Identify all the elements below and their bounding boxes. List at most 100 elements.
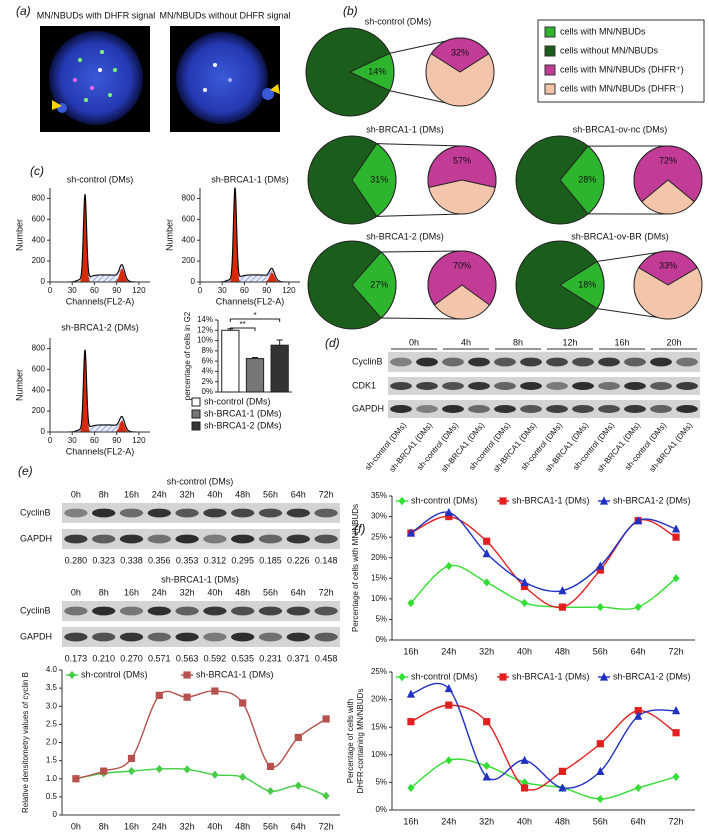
pie-title: sh-BRCA1-ov-BR (DMs) xyxy=(571,231,669,241)
y-tick-label: 800 xyxy=(182,194,196,203)
series-line xyxy=(410,682,677,789)
data-point xyxy=(596,740,604,748)
blot-band xyxy=(624,405,646,413)
blot-band xyxy=(258,606,283,616)
y-tick-label: 2% xyxy=(201,377,213,386)
y-tick-label: 600 xyxy=(182,214,196,223)
blot-title: sh-BRCA1-1 (DMs) xyxy=(161,574,239,584)
blot-band xyxy=(258,534,283,544)
legend-swatch xyxy=(191,397,201,407)
y-tick-label: 15% xyxy=(371,573,387,582)
legend-marker xyxy=(599,496,609,505)
data-point xyxy=(211,770,219,779)
data-point xyxy=(596,794,604,804)
densitometry-value: 0.173 xyxy=(65,653,88,663)
time-label: 40h xyxy=(207,489,222,499)
y-axis-label: Number xyxy=(164,219,174,251)
x-tick-label: 24h xyxy=(152,821,167,831)
densitometry-value: 0.356 xyxy=(148,555,171,565)
y-axis-label: Percentage of cells with xyxy=(346,699,355,784)
y-tick-label: 10% xyxy=(371,750,387,759)
legend-marker xyxy=(398,496,406,506)
blot-band xyxy=(175,632,199,642)
x-tick-label: 30 xyxy=(218,286,227,295)
data-point xyxy=(407,718,415,726)
densitometry-value: 0.338 xyxy=(120,555,143,565)
pie-slice xyxy=(351,251,397,319)
x-tick-label: 0 xyxy=(48,286,53,295)
blot-band xyxy=(416,382,438,390)
x-tick-label: 90 xyxy=(112,436,121,445)
blot xyxy=(388,377,700,395)
y-tick-label: 4% xyxy=(201,367,213,376)
blot-band xyxy=(92,534,116,544)
blot-band xyxy=(147,508,171,518)
legend-marker xyxy=(499,497,507,505)
blot-band xyxy=(650,357,672,367)
blot-band xyxy=(286,508,310,518)
blot-band xyxy=(92,606,116,616)
x-tick-label: 48h xyxy=(555,816,570,826)
blot-band xyxy=(314,606,338,616)
y-tick-label: 10% xyxy=(197,336,213,345)
histogram-outline xyxy=(50,194,150,283)
densitometry-value: 0.563 xyxy=(176,653,199,663)
pie-slice xyxy=(638,250,698,286)
blot-band xyxy=(494,382,516,390)
x-tick-label: 40h xyxy=(517,646,532,656)
y-tick-label: 5% xyxy=(375,615,387,624)
blot-band xyxy=(416,357,438,367)
data-point xyxy=(634,707,642,715)
panel-label: (a) xyxy=(16,4,31,18)
blot-band xyxy=(119,508,144,518)
x-tick-label: 60 xyxy=(90,436,99,445)
data-point xyxy=(520,784,529,792)
y-tick-label: 0% xyxy=(375,805,387,814)
blot-band xyxy=(175,606,199,616)
connector xyxy=(376,143,463,147)
data-point xyxy=(483,578,491,587)
panel-label: (c) xyxy=(30,164,44,178)
data-point xyxy=(482,549,491,558)
data-point xyxy=(211,687,219,695)
legend-label: sh-control (DMs) xyxy=(81,669,148,679)
time-label: 8h xyxy=(99,587,109,597)
error-bar xyxy=(252,357,258,359)
x-tick-label: 72h xyxy=(319,821,334,831)
series-line xyxy=(75,690,327,780)
x-tick-label: 16h xyxy=(403,816,418,826)
y-tick-label: 400 xyxy=(32,385,46,394)
densitometry-value: 0.312 xyxy=(204,555,227,565)
data-point xyxy=(671,706,681,715)
y-tick-label: 2.0 xyxy=(46,738,58,747)
x-tick-label: 90 xyxy=(262,286,271,295)
densitometry-value: 0.458 xyxy=(315,653,338,663)
y-tick-label: 400 xyxy=(182,235,196,244)
g2-peak xyxy=(50,420,150,432)
histogram-area xyxy=(50,350,150,432)
chart-title: sh-BRCA1-1 (DMs) xyxy=(211,174,289,184)
x-tick-label: 16h xyxy=(124,821,139,831)
y-tick-label: 3.5 xyxy=(46,683,58,692)
legend-label: sh-BRCA1-1 (DMs) xyxy=(512,671,590,681)
significance-bracket xyxy=(229,327,256,331)
x-tick-label: 30 xyxy=(68,436,77,445)
time-label: 0h xyxy=(409,337,419,347)
y-tick-label: 800 xyxy=(32,344,46,353)
pie-slice xyxy=(427,145,497,189)
data-point xyxy=(72,775,80,783)
data-point xyxy=(558,603,567,611)
data-point xyxy=(558,767,567,775)
blot-band xyxy=(624,357,646,367)
data-point xyxy=(406,689,416,698)
x-tick-label: 40h xyxy=(207,821,222,831)
data-point xyxy=(634,516,643,525)
y-tick-label: 20% xyxy=(371,695,387,704)
histogram-outline xyxy=(200,187,300,283)
legend-label: cells with MN/NBUDs (DHFR⁻) xyxy=(560,83,684,93)
y-tick-label: 0 xyxy=(191,277,196,286)
row-label: CyclinB xyxy=(20,605,51,615)
blot-band xyxy=(258,508,283,518)
y-tick-label: 5% xyxy=(375,778,387,787)
